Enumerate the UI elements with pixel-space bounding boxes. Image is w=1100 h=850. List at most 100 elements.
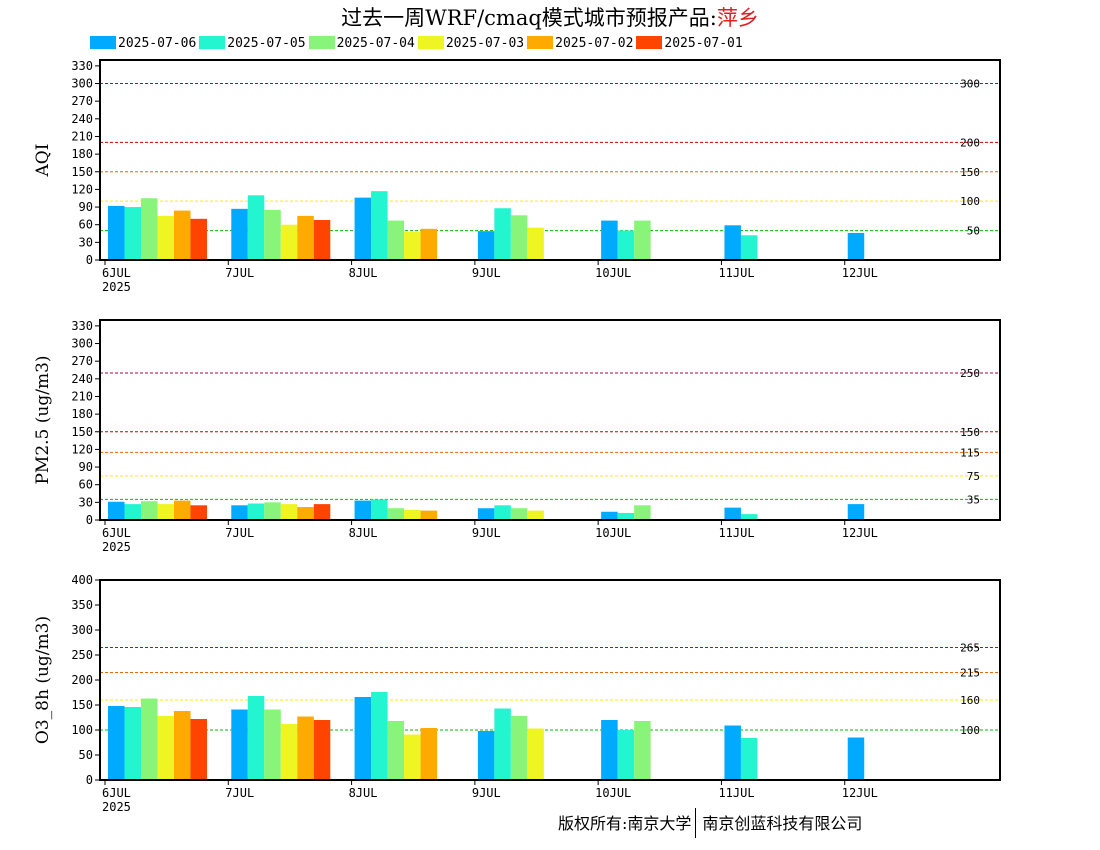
bar: [313, 220, 331, 260]
bar: [280, 504, 298, 520]
x-tick-label: 7JUL: [225, 266, 254, 280]
legend-label: 2025-07-02: [555, 36, 634, 51]
x-tick-label: 11JUL: [718, 266, 754, 280]
bar: [527, 227, 544, 260]
bar: [157, 716, 174, 780]
bar: [124, 504, 141, 520]
bar: [601, 511, 618, 520]
y-tick-label: 250: [71, 648, 93, 662]
bar: [527, 510, 544, 520]
bar: [477, 231, 495, 260]
bar: [634, 505, 651, 520]
bar: [157, 504, 174, 520]
y-tick-label: 300: [71, 337, 93, 351]
bar: [527, 728, 544, 780]
threshold-label: 300: [960, 78, 980, 91]
bar: [354, 500, 372, 520]
bar: [313, 504, 331, 520]
bar: [231, 208, 248, 260]
legend-label: 2025-07-05: [227, 36, 306, 51]
bar: [313, 720, 331, 780]
threshold-label: 150: [960, 166, 980, 179]
bar: [124, 207, 141, 260]
x-tick-label: 12JUL: [842, 526, 878, 540]
x-tick-label: 9JUL: [472, 266, 501, 280]
legend-item: 2025-07-01: [636, 36, 743, 51]
bar: [141, 198, 158, 260]
bar: [190, 218, 207, 260]
threshold-label: 115: [960, 446, 980, 459]
legend-item: 2025-07-02: [527, 36, 633, 51]
x-tick-label: 7JUL: [225, 786, 254, 800]
y-tick-label: 240: [71, 112, 93, 126]
bar: [247, 195, 265, 260]
x-tick-label: 10JUL: [595, 526, 631, 540]
bar: [387, 220, 405, 260]
y-tick-label: 200: [71, 673, 93, 687]
bar: [847, 737, 865, 780]
threshold-label: 160: [960, 694, 980, 707]
y-tick-label: 210: [71, 129, 93, 143]
legend-item: 2025-07-04: [308, 36, 415, 51]
legend-swatch: [199, 36, 226, 49]
y-tick-label: 300: [71, 623, 93, 637]
legend-label: 2025-07-06: [118, 36, 197, 51]
legend-swatch: [417, 36, 444, 49]
y-tick-label: 120: [71, 442, 93, 456]
y-tick-label: 400: [71, 573, 93, 587]
y-tick-label: 150: [71, 425, 93, 439]
title-city: 萍乡: [716, 6, 759, 30]
legend-item: 2025-07-05: [199, 36, 306, 51]
bar: [141, 698, 158, 780]
y-tick-label: 50: [79, 748, 93, 762]
bar: [108, 501, 125, 520]
x-tick-label: 6JUL: [102, 786, 131, 800]
plot-frame: [99, 59, 1001, 261]
x-tick-label: 7JUL: [225, 526, 254, 540]
bar: [617, 230, 635, 260]
x-tick-label: 9JUL: [472, 526, 501, 540]
x-tick-label: 9JUL: [472, 786, 501, 800]
y-tick-label: 0: [86, 253, 93, 267]
y-tick-label: 0: [86, 513, 93, 527]
legend-item: 2025-07-06: [90, 36, 196, 51]
copyright-right: 南京创蓝科技有限公司: [702, 814, 863, 833]
y-tick-label: 270: [71, 354, 93, 368]
x-tick-label: 10JUL: [595, 266, 631, 280]
x-tick-label: 6JUL: [102, 526, 131, 540]
x-tick-label: 12JUL: [842, 266, 878, 280]
bar: [404, 510, 421, 520]
y-tick-label: 350: [71, 598, 93, 612]
bar: [404, 231, 421, 260]
x-tick-label: 8JUL: [349, 266, 378, 280]
y-tick-label: 240: [71, 372, 93, 386]
bar: [174, 210, 191, 260]
y-tick-label: 90: [79, 460, 93, 474]
bar: [740, 738, 758, 780]
y-tick-label: 30: [79, 235, 93, 249]
bar: [420, 228, 438, 260]
y-tick-label: 330: [71, 319, 93, 333]
bar: [371, 499, 388, 520]
bar: [174, 711, 191, 780]
x-tick-label: 8JUL: [349, 786, 378, 800]
x-year-label: 2025: [102, 280, 131, 294]
y-tick-label: 100: [71, 723, 93, 737]
bar: [847, 232, 865, 260]
bar: [280, 724, 298, 780]
legend-swatch: [527, 36, 554, 49]
bar: [231, 709, 248, 780]
bar: [387, 721, 405, 780]
bar: [247, 503, 265, 520]
bar: [477, 508, 495, 520]
legend-label: 2025-07-01: [664, 36, 743, 51]
bar: [297, 716, 314, 780]
bar: [740, 235, 758, 260]
y-axis-label: O3_8h (ug/m3): [33, 616, 53, 744]
y-tick-label: 150: [71, 165, 93, 179]
bar: [634, 220, 651, 260]
y-tick-label: 270: [71, 94, 93, 108]
y-axis-label: AQI: [33, 144, 53, 178]
legend-item: 2025-07-03: [417, 36, 524, 51]
bar: [371, 191, 388, 260]
